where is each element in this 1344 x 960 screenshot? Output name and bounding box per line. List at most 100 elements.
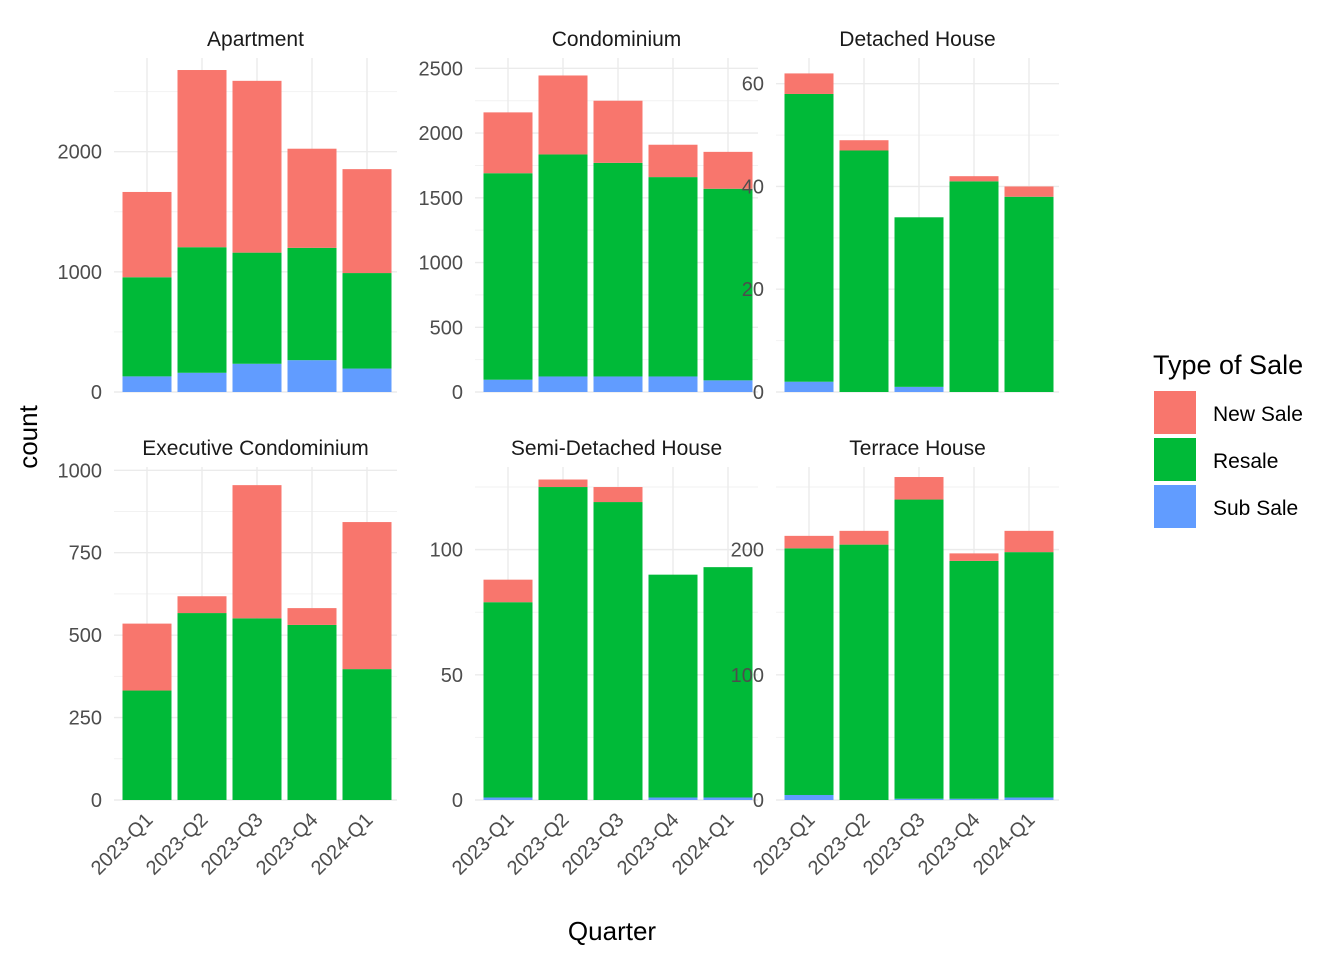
bar-sub-sale <box>483 379 533 392</box>
panel-apartment: Apartment 0 1000 2000 <box>58 28 397 404</box>
y-tick-label: 1000 <box>419 253 464 275</box>
panel-title: Executive Condominium <box>142 437 368 460</box>
y-tick-label: 20 <box>742 279 764 301</box>
bar-resale <box>894 499 944 799</box>
y-tick-label: 100 <box>430 540 463 562</box>
bar-sub-sale <box>177 372 227 392</box>
legend-label: New Sale <box>1213 403 1303 426</box>
bar-new-sale <box>894 477 944 500</box>
bar-sub-sale <box>949 798 999 800</box>
bar-new-sale <box>538 75 588 155</box>
bar-resale <box>703 567 753 798</box>
panel-title: Condominium <box>552 28 682 51</box>
bar-resale <box>949 181 999 392</box>
legend-label: Resale <box>1213 450 1278 473</box>
panels-layer: Apartment010002000Condominium05001000150… <box>58 28 1059 880</box>
panel-executive-condominium: Executive Condominium025050075010002023-… <box>58 437 397 880</box>
y-tick-label: 0 <box>91 790 102 812</box>
bar-sub-sale <box>122 376 172 392</box>
panel-semi-detached-house: Semi-Detached House0501002023-Q12023-Q22… <box>430 437 758 880</box>
bar-resale <box>648 177 698 377</box>
bar-new-sale <box>483 579 533 603</box>
panel-title: Apartment <box>207 28 304 51</box>
bar-resale <box>177 613 227 800</box>
bar-resale <box>593 502 643 800</box>
bar-resale <box>1004 196 1054 392</box>
y-tick-label: 250 <box>69 708 102 730</box>
bar-new-sale <box>483 112 533 174</box>
bar-sub-sale <box>342 368 392 392</box>
bar-sub-sale <box>648 376 698 392</box>
bar-sub-sale <box>784 381 834 392</box>
bar-resale <box>839 544 889 800</box>
y-tick-label: 0 <box>452 382 463 404</box>
bar-resale <box>784 93 834 382</box>
bar-new-sale <box>648 144 698 178</box>
bar-new-sale <box>177 596 227 614</box>
y-tick-label: 0 <box>753 790 764 812</box>
panel-condominium: Condominium 0 500 1000 1500 2000 2500 <box>419 28 758 404</box>
y-tick-label: 2000 <box>58 142 103 164</box>
bar-new-sale <box>784 535 834 549</box>
bar-new-sale <box>177 70 227 248</box>
bar-new-sale <box>839 530 889 545</box>
bar-new-sale <box>122 191 172 278</box>
legend-items: New Sale Resale Sub Sale <box>1154 391 1303 528</box>
bar-resale <box>232 252 282 364</box>
bar-new-sale <box>342 169 392 274</box>
bar-resale <box>122 690 172 800</box>
panel-title: Semi-Detached House <box>511 437 722 460</box>
legend-swatch <box>1154 391 1196 434</box>
legend: Type of Sale New Sale Resale Sub Sale <box>1153 350 1303 528</box>
y-tick-label: 500 <box>430 317 463 339</box>
bar-resale <box>483 602 533 798</box>
bar-sub-sale <box>483 797 533 800</box>
bar-resale <box>538 154 588 377</box>
y-tick-label: 1000 <box>58 460 103 482</box>
bar-new-sale <box>593 100 643 163</box>
bar-new-sale <box>232 80 282 253</box>
bar-new-sale <box>538 479 588 488</box>
legend-item-sub-sale: Sub Sale <box>1154 485 1298 528</box>
y-tick-label: 40 <box>742 176 764 198</box>
bar-new-sale <box>342 522 392 670</box>
legend-swatch <box>1154 485 1196 528</box>
bar-resale <box>894 217 944 387</box>
y-tick-label: 0 <box>452 790 463 812</box>
bar-resale <box>784 548 834 795</box>
bar-new-sale <box>839 140 889 151</box>
bar-sub-sale <box>703 797 753 800</box>
bar-new-sale <box>122 623 172 691</box>
bar-resale <box>703 188 753 381</box>
bar-new-sale <box>287 148 337 248</box>
bar-sub-sale <box>232 363 282 392</box>
bar-resale <box>538 487 588 800</box>
bar-sub-sale <box>894 798 944 800</box>
panel-title: Terrace House <box>849 437 986 460</box>
bar-new-sale <box>1004 186 1054 197</box>
bar-sub-sale <box>538 376 588 392</box>
bar-sub-sale <box>894 386 944 392</box>
bar-sub-sale <box>593 376 643 392</box>
bar-sub-sale <box>1004 797 1054 800</box>
y-tick-label: 0 <box>91 382 102 404</box>
bar-sub-sale <box>648 797 698 800</box>
legend-item-resale: Resale <box>1154 438 1278 481</box>
bar-new-sale <box>232 485 282 619</box>
y-tick-label: 1000 <box>58 262 103 284</box>
legend-label: Sub Sale <box>1213 497 1298 520</box>
panel-terrace-house: Terrace House01002002023-Q12023-Q22023-Q… <box>731 437 1059 880</box>
panel-detached-house: Detached House 0 20 40 60 <box>742 28 1059 404</box>
bar-new-sale <box>703 151 753 189</box>
y-tick-label: 100 <box>731 665 764 687</box>
y-tick-label: 200 <box>731 540 764 562</box>
bar-new-sale <box>287 608 337 625</box>
bar-sub-sale <box>784 794 834 800</box>
y-tick-label: 50 <box>441 665 463 687</box>
bar-resale <box>342 273 392 369</box>
bar-resale <box>177 247 227 373</box>
legend-swatch <box>1154 438 1196 481</box>
bar-resale <box>342 669 392 800</box>
y-tick-label: 1500 <box>419 188 464 210</box>
